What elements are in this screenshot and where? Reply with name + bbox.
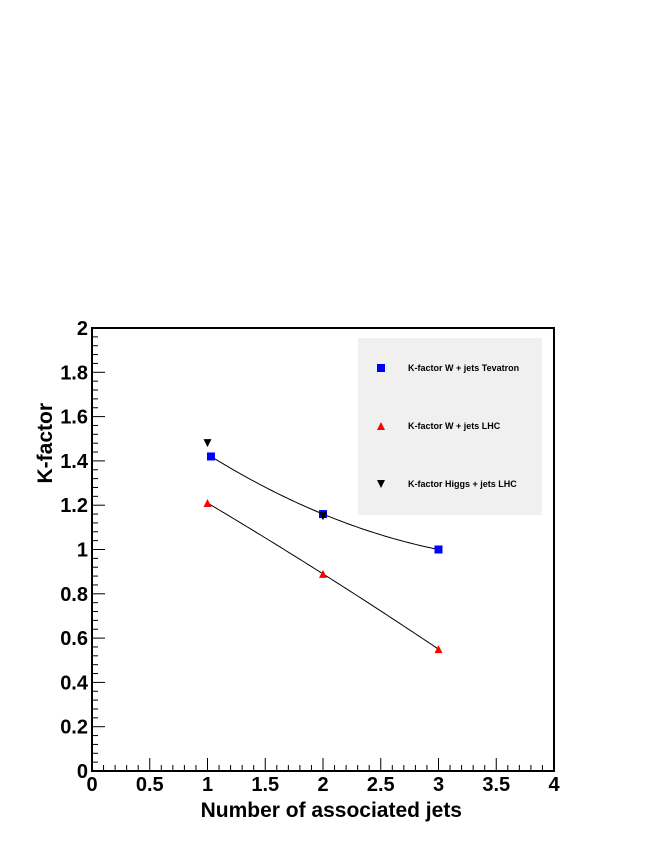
y-tick-label: 0.2 [60,717,88,739]
data-point-square [206,452,215,461]
y-tick-label: 1.6 [60,407,88,429]
data-point-triangle-down [203,439,212,448]
y-tick-label: 1.4 [60,451,89,473]
y-tick-label: 1.8 [60,362,88,384]
axes: 0 0.5 1 1.5 2 2.5 3 3.5 4 0 0.2 0.4 0.6 0.8 1 1.2 1.4 1.6… [34,318,560,822]
data-point-square [434,545,443,554]
y-tick-label: 1.2 [60,495,88,517]
y-tick-label: 0.8 [60,584,88,606]
y-axis-title: K-factor [34,403,57,484]
x-tick-label: 3.5 [482,774,510,796]
legend-marker [377,364,385,372]
x-tick-label: 0 [86,774,97,796]
data-point-triangle-down [319,512,327,521]
x-tick-label: 1 [202,774,213,796]
y-tick-label: 0.4 [60,672,89,694]
y-tick-label: 2 [77,318,88,340]
data-point-triangle-up [203,498,212,507]
x-tick-label: 0.5 [136,774,164,796]
y-tick-label: 0 [77,761,88,783]
legend-box [358,338,542,515]
legend-label: K-factor Higgs + jets LHC [408,479,517,489]
x-tick-label: 2.5 [367,774,395,796]
x-tick-label: 1.5 [251,774,279,796]
legend-label: K-factor W + jets LHC [408,421,501,431]
x-axis-title: Number of associated jets [201,799,462,822]
data-point-triangle-up [319,569,327,578]
y-tick-label: 0.6 [60,628,88,650]
legend-label: K-factor W + jets Tevatron [408,363,519,373]
x-tick-label: 3 [433,774,444,796]
x-tick-label: 2 [317,774,328,796]
y-tick-label: 1 [77,540,88,562]
x-tick-label: 4 [548,774,560,796]
data-points [203,439,443,654]
legend: K-factor W + jets Tevatron K-factor W + j… [358,338,542,515]
legend-marker [377,422,385,430]
legend-marker [377,480,385,488]
data-point-triangle-up [434,645,443,654]
